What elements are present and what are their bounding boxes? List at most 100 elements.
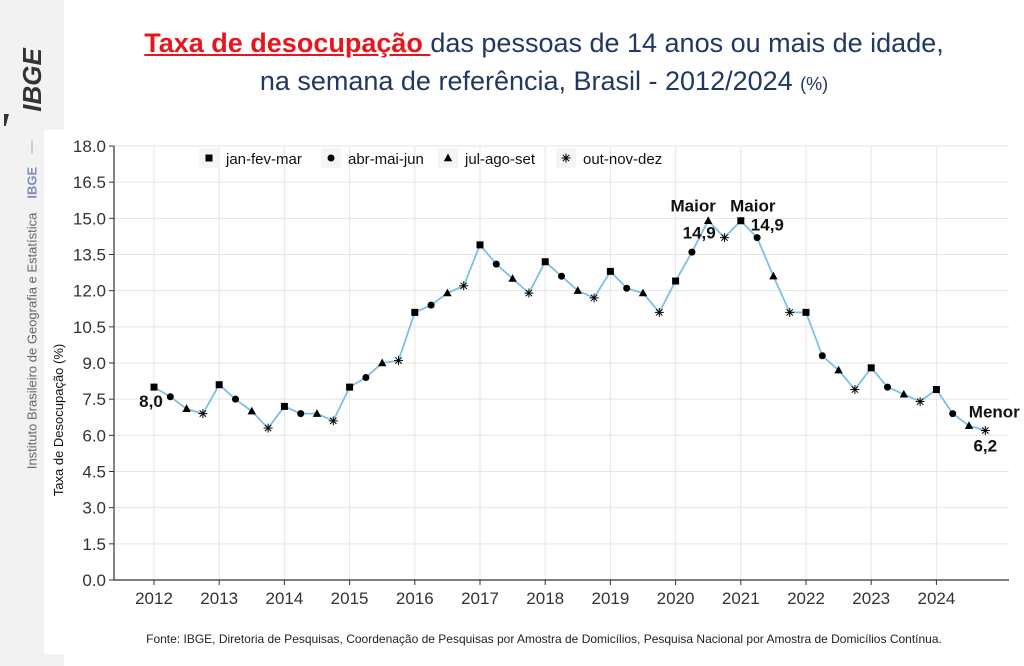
data-point [834, 365, 843, 374]
data-point [949, 410, 957, 418]
chart-panel: 0.0 1.5 3.0 4.5 6.0 7.5 9.0 10.5 12.0 13.5 15.0 16.… [44, 130, 1020, 654]
x-tick-label: 2012 [135, 589, 173, 608]
data-point [573, 286, 582, 294]
ibge-logo-text: IBGE [17, 48, 47, 112]
institute-name-vertical: Instituto Brasileiro de Geografia e Esta… [25, 167, 40, 469]
legend-marker [561, 153, 571, 163]
unemployment-line-chart: 0.0 1.5 3.0 4.5 6.0 7.5 9.0 10.5 12.0 13.5 15.0 16.… [51, 137, 1020, 608]
x-tick-label: 2023 [852, 589, 890, 608]
legend-label: out-nov-dez [583, 151, 662, 168]
data-point [346, 383, 354, 391]
data-point [280, 402, 288, 410]
y-tick-label: 12.0 [73, 282, 106, 301]
annotation-label: Menor [969, 403, 1020, 422]
x-tick-label: 2021 [722, 589, 760, 608]
data-point [541, 258, 549, 266]
data-point [638, 288, 648, 297]
data-markers [150, 216, 990, 436]
y-tick-label: 1.5 [82, 535, 106, 554]
data-point [263, 423, 273, 433]
x-tick-label: 2022 [787, 589, 825, 608]
data-point [980, 426, 990, 436]
y-tick-label: 6.0 [82, 426, 106, 445]
data-point [720, 233, 729, 243]
y-tick-label: 15.0 [73, 209, 106, 228]
data-point [394, 356, 403, 366]
data-point [476, 241, 484, 249]
data-point [443, 288, 452, 297]
data-point [297, 410, 305, 418]
data-point [672, 277, 680, 285]
data-point [312, 409, 322, 417]
y-tick-label: 0.0 [82, 571, 106, 590]
legend-label: jul-ago-set [464, 151, 536, 168]
data-point [427, 301, 435, 309]
y-axis-label: Taxa de Desocupação (%) [51, 344, 66, 496]
x-tick-label: 2024 [917, 589, 955, 608]
grid-lines [114, 145, 1009, 581]
annotation-label: Maior [671, 197, 717, 216]
data-point [524, 288, 534, 298]
annotation-label: 14,9 [683, 224, 716, 243]
data-point [964, 421, 974, 429]
x-tick-label: 2014 [265, 589, 303, 608]
data-point [459, 281, 469, 291]
title-highlight: Taxa de desocupação [144, 28, 431, 58]
x-tick-labels: 2012 2013 2014 2015 2016 2017 2018 2019 2020 2021… [135, 589, 955, 608]
legend-label: jan-fev-mar [225, 151, 302, 168]
data-point [215, 381, 223, 389]
source-footnote: Fonte: IBGE, Diretoria de Pesquisas, Coo… [146, 632, 942, 646]
x-tick-label: 2015 [331, 589, 369, 608]
data-point [704, 216, 713, 224]
legend-marker [443, 153, 453, 162]
x-tick-label: 2020 [657, 589, 695, 608]
y-tick-label: 7.5 [82, 390, 106, 409]
data-point [802, 308, 810, 316]
data-point [182, 404, 191, 413]
data-point [623, 284, 631, 292]
legend-marker [327, 154, 335, 162]
data-point [737, 217, 745, 225]
data-point [378, 358, 387, 367]
legend-label: abr-mai-jun [348, 151, 424, 168]
annotation-label: 8,0 [139, 392, 163, 411]
x-tick-label: 2013 [200, 589, 238, 608]
y-tick-label: 4.5 [82, 463, 106, 482]
y-tick-label: 9.0 [82, 354, 106, 373]
data-point [932, 386, 940, 394]
data-point [818, 352, 826, 360]
data-point [753, 234, 761, 242]
institute-name: Instituto Brasileiro de Geografia e Esta… [24, 212, 40, 470]
y-tick-label: 13.5 [73, 246, 106, 265]
y-tick-label: 18.0 [73, 137, 106, 156]
data-point [884, 383, 891, 391]
x-tick-label: 2016 [396, 589, 434, 608]
data-point [589, 293, 599, 303]
data-point [850, 385, 860, 395]
sidebar-separator [31, 140, 33, 154]
title-unit: (%) [800, 74, 829, 94]
page-title: Taxa de desocupação das pessoas de 14 an… [64, 24, 1024, 103]
data-point [769, 271, 778, 280]
data-point [150, 383, 158, 391]
annotation-label: Maior [730, 197, 776, 216]
axes [109, 145, 1009, 585]
y-tick-labels: 0.0 1.5 3.0 4.5 6.0 7.5 9.0 10.5 12.0 13.5 15.0 16.… [73, 137, 106, 590]
title-line2: na semana de referência, Brasil - 2012/2… [259, 66, 793, 96]
data-point [362, 373, 370, 381]
data-point [606, 267, 614, 275]
data-point [867, 364, 875, 372]
y-tick-label: 16.5 [73, 173, 106, 192]
x-tick-label: 2018 [526, 589, 564, 608]
institute-short: IBGE [24, 166, 40, 199]
data-point [166, 393, 174, 401]
y-tick-label: 10.5 [73, 318, 106, 337]
data-point [247, 406, 256, 415]
annotation-label: 6,2 [973, 437, 997, 456]
data-point [492, 260, 500, 268]
data-point [688, 248, 696, 256]
x-tick-label: 2019 [591, 589, 629, 608]
data-point [654, 307, 664, 317]
legend-marker [205, 154, 213, 162]
